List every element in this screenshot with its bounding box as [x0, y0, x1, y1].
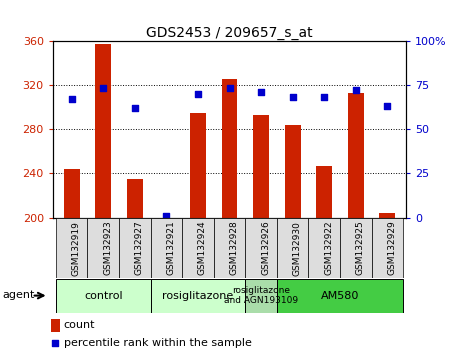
Point: [289, 95, 297, 100]
Point: [320, 95, 328, 100]
Bar: [371, 218, 403, 278]
Bar: [214, 218, 245, 278]
Bar: [56, 279, 151, 313]
Point: [194, 91, 202, 97]
Bar: [88, 218, 119, 278]
Text: GSM132924: GSM132924: [198, 221, 207, 275]
Point: [257, 89, 265, 95]
Point: [352, 87, 359, 93]
Bar: [308, 218, 340, 278]
Text: GSM132930: GSM132930: [293, 221, 302, 276]
Bar: [119, 218, 151, 278]
Text: GSM132929: GSM132929: [387, 221, 396, 275]
Bar: [348, 93, 364, 218]
Bar: [277, 218, 308, 278]
Text: rosiglitazone: rosiglitazone: [162, 291, 234, 301]
Text: GSM132927: GSM132927: [135, 221, 144, 275]
Text: GSM132923: GSM132923: [103, 221, 112, 275]
Point: [68, 96, 75, 102]
Bar: [277, 279, 403, 313]
Point: [51, 340, 59, 346]
Bar: [316, 166, 332, 218]
Text: percentile rank within the sample: percentile rank within the sample: [63, 338, 252, 348]
Text: GSM132922: GSM132922: [324, 221, 333, 275]
Text: control: control: [84, 291, 123, 301]
Bar: [127, 179, 143, 218]
Text: GSM132919: GSM132919: [72, 221, 81, 276]
Text: AM580: AM580: [321, 291, 359, 301]
Text: GSM132926: GSM132926: [261, 221, 270, 275]
Bar: [222, 79, 237, 218]
Point: [226, 86, 233, 91]
Text: GSM132925: GSM132925: [356, 221, 365, 275]
Text: GSM132921: GSM132921: [166, 221, 175, 275]
Bar: [95, 44, 111, 218]
Bar: [64, 169, 79, 218]
Point: [384, 103, 391, 109]
Point: [100, 86, 107, 91]
Text: GSM132928: GSM132928: [230, 221, 239, 275]
Bar: [245, 279, 277, 313]
Text: count: count: [63, 320, 95, 330]
Point: [163, 213, 170, 219]
Bar: [151, 279, 245, 313]
Bar: [340, 218, 371, 278]
Bar: [56, 218, 88, 278]
Bar: [285, 125, 301, 218]
Text: agent: agent: [3, 290, 35, 300]
Bar: [151, 218, 182, 278]
Bar: [253, 115, 269, 218]
Bar: [245, 218, 277, 278]
Point: [131, 105, 139, 111]
Bar: [182, 218, 214, 278]
Bar: [190, 113, 206, 218]
Bar: [51, 319, 60, 332]
Bar: [380, 213, 395, 218]
Title: GDS2453 / 209657_s_at: GDS2453 / 209657_s_at: [146, 26, 313, 40]
Text: rosiglitazone
and AGN193109: rosiglitazone and AGN193109: [224, 286, 298, 305]
